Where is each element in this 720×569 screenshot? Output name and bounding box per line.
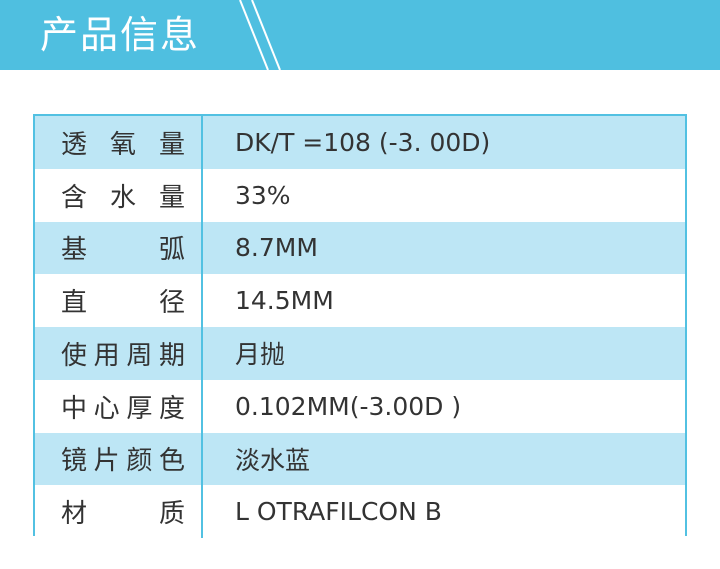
table-row: 使用周期 月抛 — [35, 327, 685, 380]
table-row: 透氧量 DK/T =108 (-3. 00D) — [35, 116, 685, 169]
section-title: 产品信息 — [40, 13, 201, 57]
row-label: 直径 — [61, 288, 185, 319]
row-label: 含水量 — [61, 182, 185, 213]
row-value: 8.7MM — [235, 233, 318, 263]
table-row: 中心厚度 0.102MM(-3.00D ) — [35, 379, 685, 433]
row-label-cell: 镜片颜色 — [35, 432, 203, 486]
row-label: 透氧量 — [61, 129, 185, 160]
row-label-cell: 含水量 — [35, 168, 203, 222]
row-value: 33% — [235, 180, 291, 210]
row-value: L OTRAFILCON B — [235, 497, 442, 527]
row-value: 14.5MM — [235, 286, 334, 316]
row-label-cell: 材质 — [35, 485, 203, 538]
section-header: 产品信息 — [0, 0, 720, 70]
row-label-cell: 中心厚度 — [35, 379, 203, 433]
product-info-table: 透氧量 DK/T =108 (-3. 00D) 含水量 33% 基弧 8.7MM… — [33, 114, 687, 538]
table-row: 材质 L OTRAFILCON B — [35, 485, 685, 538]
row-value: 淡水蓝 — [235, 445, 311, 475]
table-row: 镜片颜色 淡水蓝 — [35, 432, 685, 486]
row-value: 月抛 — [235, 340, 286, 370]
row-label-cell: 基弧 — [35, 221, 203, 275]
row-value: DK/T =108 (-3. 00D) — [235, 127, 491, 157]
table-row: 含水量 33% — [35, 168, 685, 222]
table-row: 直径 14.5MM — [35, 274, 685, 327]
table-row: 基弧 8.7MM — [35, 221, 685, 275]
row-label: 使用周期 — [61, 340, 185, 371]
row-label: 基弧 — [61, 235, 185, 266]
row-label-cell: 透氧量 — [35, 116, 203, 169]
row-value: 0.102MM(-3.00D ) — [235, 391, 462, 421]
row-label-cell: 使用周期 — [35, 327, 203, 380]
row-label-cell: 直径 — [35, 274, 203, 327]
row-label: 镜片颜色 — [61, 446, 185, 477]
row-label: 中心厚度 — [61, 393, 185, 424]
row-label: 材质 — [61, 499, 185, 530]
header-banner — [0, 0, 720, 70]
